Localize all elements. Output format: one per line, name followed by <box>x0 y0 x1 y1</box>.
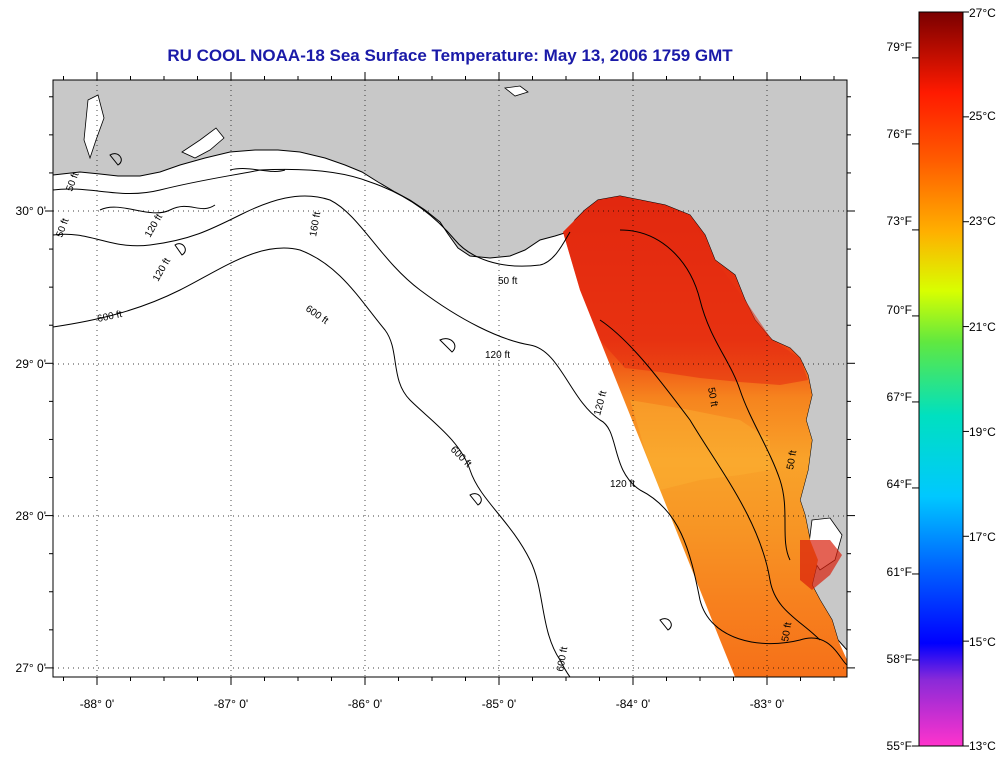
contour-label: 600 ft <box>96 309 123 325</box>
lon-tick-label: -83° 0' <box>750 697 784 711</box>
lon-tick-label: -88° 0' <box>80 697 114 711</box>
contour-island <box>109 153 672 631</box>
colorbar-f-label: 76°F <box>887 127 912 141</box>
map-title: RU COOL NOAA-18 Sea Surface Temperature:… <box>167 46 733 65</box>
colorbar-f-label: 70°F <box>887 303 912 317</box>
bay-water <box>181 127 225 159</box>
colorbar-f-label: 58°F <box>887 652 912 666</box>
colorbar-f-label: 67°F <box>887 390 912 404</box>
colorbar-f-label: 61°F <box>887 565 912 579</box>
colorbar-fahrenheit-labels: 79°F 76°F 73°F 70°F 67°F 64°F 61°F 58°F … <box>887 40 912 753</box>
contour-label: 120 ft <box>610 479 635 490</box>
contour-inner <box>599 319 821 641</box>
contour-inner <box>619 229 791 561</box>
colorbar-c-label: 19°C <box>969 425 996 439</box>
colorbar-f-label: 55°F <box>887 739 912 753</box>
colorbar-f-label: 64°F <box>887 477 912 491</box>
lon-tick-label: -84° 0' <box>616 697 650 711</box>
colorbar: 79°F 76°F 73°F 70°F 67°F 64°F 61°F 58°F … <box>887 6 997 753</box>
map-plot: 50 ft 50 ft 120 ft 120 ft 600 ft 600 ft … <box>53 80 847 677</box>
sst-coastal-warm <box>800 540 842 590</box>
colorbar-gradient <box>918 11 964 747</box>
contour-label: 50 ft <box>785 449 799 470</box>
plot-frame <box>52 79 848 678</box>
contour-label: 160 ft <box>308 211 323 238</box>
colorbar-celsius-labels: 27°C 25°C 23°C 21°C 19°C 17°C 15°C 13°C <box>969 6 996 753</box>
lon-tick-label: -87° 0' <box>214 697 248 711</box>
colorbar-f-label: 79°F <box>887 40 912 54</box>
colorbar-c-label: 15°C <box>969 635 996 649</box>
lon-tick-label: -85° 0' <box>482 697 516 711</box>
lon-axis-labels: -88° 0' -87° 0' -86° 0' -85° 0' -84° 0' … <box>80 697 784 711</box>
colorbar-c-label: 21°C <box>969 320 996 334</box>
contour-120ft <box>53 195 847 666</box>
sst-cool-band <box>630 400 770 490</box>
lat-tick-label: 29° 0' <box>16 357 46 371</box>
lat-tick-label: 28° 0' <box>16 509 46 523</box>
contour-label: 50 ft <box>498 276 518 287</box>
lat-tick-label: 30° 0' <box>16 204 46 218</box>
bathymetry-contours <box>53 153 847 677</box>
contour-600ft <box>53 247 571 677</box>
sst-warm-band <box>563 200 808 385</box>
contour-label: 50 ft <box>705 387 719 408</box>
contour-label: 50 ft <box>780 621 794 642</box>
colorbar-c-label: 13°C <box>969 739 996 753</box>
colorbar-f-label: 73°F <box>887 214 912 228</box>
contour-label: 120 ft <box>485 350 510 361</box>
colorbar-c-label: 25°C <box>969 109 996 123</box>
lat-axis-labels: 30° 0' 29° 0' 28° 0' 27° 0' <box>16 204 46 675</box>
bay-water <box>83 94 105 160</box>
lat-tick-label: 27° 0' <box>16 661 46 675</box>
axis-ticks <box>45 72 855 685</box>
contour-50ft <box>53 168 571 267</box>
colorbar-c-label: 27°C <box>969 6 996 20</box>
contour-label: 600 ft <box>555 646 570 673</box>
colorbar-c-label: 23°C <box>969 214 996 228</box>
lon-tick-label: -86° 0' <box>348 697 382 711</box>
contour-shelf <box>99 168 286 214</box>
colorbar-c-label: 17°C <box>969 530 996 544</box>
lake-water <box>504 85 529 97</box>
